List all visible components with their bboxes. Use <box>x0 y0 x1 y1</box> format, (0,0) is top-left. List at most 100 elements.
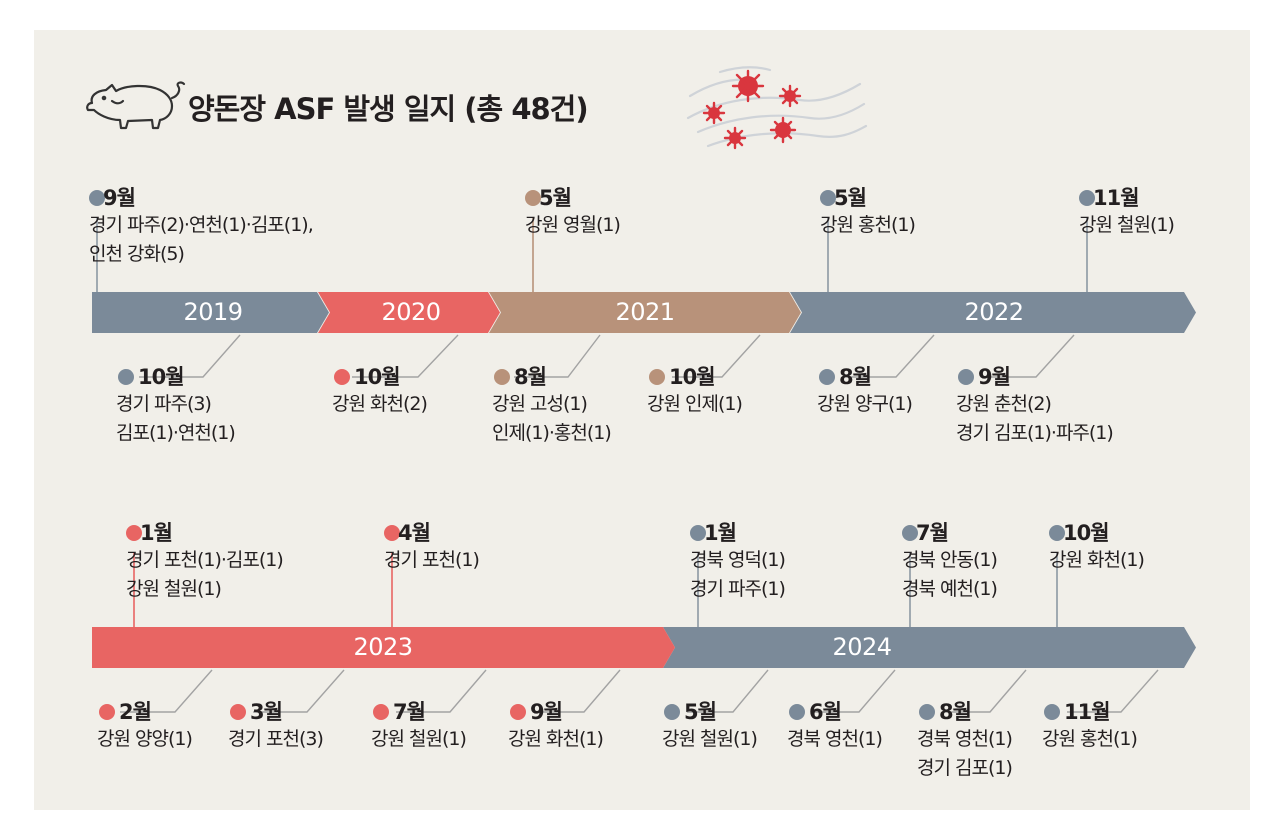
event-month: 8월 <box>514 365 547 389</box>
event-top-9월: 9월 경기 파주(2)·연천(1)·김포(1), 인천 강화(5) <box>89 185 314 269</box>
event-dots <box>89 190 1095 720</box>
event-month: 2월 <box>119 700 152 724</box>
year-bar-2019 <box>92 292 329 333</box>
event-dot <box>919 704 935 720</box>
year-bar-2020 <box>318 292 500 333</box>
year-label: 2021 <box>615 297 675 326</box>
event-detail: 강원 철원(1) <box>371 728 467 750</box>
event-month: 5월 <box>684 700 717 724</box>
event-dot <box>664 704 680 720</box>
event-detail: 경기 김포(1)·파주(1) <box>956 422 1114 444</box>
event-month: 3월 <box>250 700 283 724</box>
event-month: 9월 <box>530 700 563 724</box>
event-detail: 강원 인제(1) <box>647 393 743 415</box>
event-bottom-6월: 6월 경북 영천(1) <box>787 699 883 754</box>
event-detail: 강원 철원(1) <box>662 728 758 750</box>
connector-line <box>533 669 621 713</box>
event-dot <box>690 525 706 541</box>
virus-icon <box>686 66 868 150</box>
event-detail: 강원 양양(1) <box>97 728 193 750</box>
event-month: 4월 <box>398 521 431 545</box>
event-bottom-10월: 10월 강원 화천(2) <box>332 364 428 419</box>
year-label: 2024 <box>832 632 892 661</box>
event-top-5월: 5월 강원 홍천(1) <box>820 185 916 240</box>
event-dot <box>494 369 510 385</box>
event-dot <box>789 704 805 720</box>
event-detail: 경북 영천(1) <box>917 728 1013 750</box>
event-month: 11월 <box>1064 700 1111 724</box>
event-top-7월: 7월 경북 안동(1) 경북 예천(1) <box>902 520 998 604</box>
event-month: 1월 <box>704 521 737 545</box>
event-detail: 인천 강화(5) <box>89 243 185 265</box>
connector-lines <box>96 218 1159 713</box>
year-bar-2022 <box>790 292 1196 333</box>
connector-line <box>687 669 769 713</box>
event-month: 10월 <box>138 365 185 389</box>
event-dot <box>958 369 974 385</box>
event-dot <box>118 369 134 385</box>
event-dot <box>89 190 105 206</box>
event-dot <box>510 704 526 720</box>
connector-line <box>352 334 459 378</box>
event-bottom-9월: 9월 강원 화천(1) <box>508 699 604 754</box>
event-detail: 강원 고성(1) <box>492 393 588 415</box>
event-detail: 김포(1)·연천(1) <box>116 422 236 444</box>
event-detail: 강원 영월(1) <box>525 214 621 236</box>
event-detail: 경기 파주(1) <box>690 578 786 600</box>
event-dot <box>649 369 665 385</box>
year-label: 2019 <box>183 297 243 326</box>
event-month: 9월 <box>103 186 136 210</box>
event-dot <box>525 190 541 206</box>
connector-line <box>253 669 345 713</box>
event-month: 6월 <box>809 700 842 724</box>
connector-line <box>396 669 487 713</box>
event-top-5월: 5월 강원 영월(1) <box>525 185 621 240</box>
event-detail: 강원 홍천(1) <box>1042 728 1138 750</box>
event-dot <box>373 704 389 720</box>
event-detail: 경북 영덕(1) <box>690 549 786 571</box>
connector-line <box>812 669 896 713</box>
connector-line <box>942 669 1027 713</box>
event-detail: 경기 포천(1) <box>384 549 480 571</box>
year-label: 2020 <box>381 297 441 326</box>
event-detail: 강원 홍천(1) <box>820 214 916 236</box>
event-month: 10월 <box>1063 521 1110 545</box>
event-detail: 경기 포천(3) <box>228 728 324 750</box>
event-month: 11월 <box>1093 186 1140 210</box>
event-month: 8월 <box>939 700 972 724</box>
event-dot <box>820 190 836 206</box>
event-month: 10월 <box>354 365 401 389</box>
event-detail: 경북 안동(1) <box>902 549 998 571</box>
pig-icon <box>86 81 186 130</box>
event-dot <box>230 704 246 720</box>
event-dot <box>902 525 918 541</box>
page-title: 양돈장 ASF 발생 일지 (총 48건) <box>188 92 589 126</box>
event-month: 10월 <box>669 365 716 389</box>
connector-line <box>1067 669 1159 713</box>
event-month: 7월 <box>916 521 949 545</box>
event-dot <box>334 369 350 385</box>
event-dot <box>1049 525 1065 541</box>
year-label: 2022 <box>964 297 1024 326</box>
year-label: 2023 <box>353 632 413 661</box>
event-month: 8월 <box>839 365 872 389</box>
timeline-bars <box>92 292 1196 668</box>
event-detail: 경기 김포(1) <box>917 757 1013 779</box>
event-bottom-9월: 9월 강원 춘천(2) 경기 김포(1)·파주(1) <box>956 364 1114 448</box>
connector-line <box>981 334 1075 378</box>
connector-line <box>139 334 241 378</box>
event-detail: 강원 화천(1) <box>1049 549 1145 571</box>
connector-line <box>672 334 761 378</box>
event-month: 1월 <box>140 521 173 545</box>
event-bottom-10월: 10월 경기 파주(3) 김포(1)·연천(1) <box>116 364 236 448</box>
year-bar-2024 <box>663 627 1196 668</box>
event-top-1월: 1월 경기 포천(1)·김포(1) 강원 철원(1) <box>126 520 284 604</box>
event-detail: 경기 포천(1)·김포(1) <box>126 549 284 571</box>
